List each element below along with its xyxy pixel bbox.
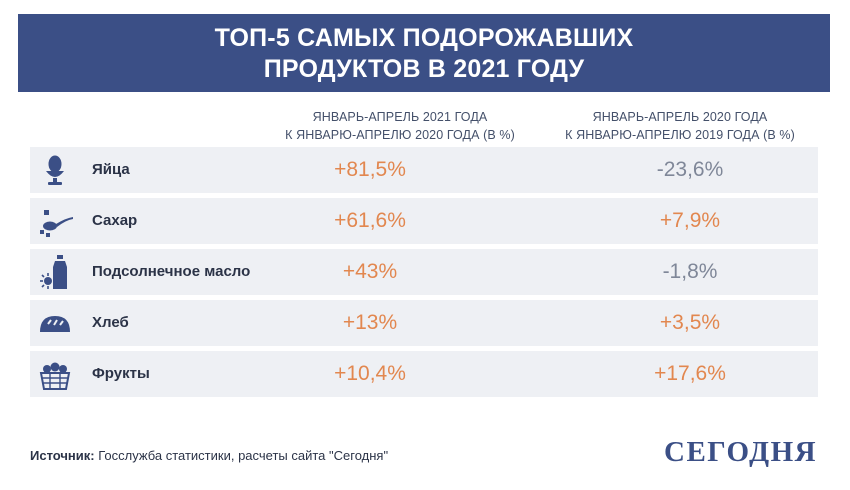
value-2021: +61,6% xyxy=(334,209,406,232)
value-2020: -1,8% xyxy=(662,260,718,283)
table-row-fruits: Фрукты +10,4% +17,6% xyxy=(30,351,818,397)
value-2021: +10,4% xyxy=(334,362,406,385)
sugar-spoon-icon xyxy=(40,210,73,237)
fruit-basket-icon xyxy=(39,362,71,390)
row-label: Фрукты xyxy=(92,365,150,382)
bread-icon xyxy=(40,316,70,332)
column-header-2020: ЯНВАРЬ-АПРЕЛЬ 2020 ГОДА К ЯНВАРЮ-АПРЕЛЮ … xyxy=(540,108,820,144)
column-header-2020-line-2: К ЯНВАРЮ-АПРЕЛЮ 2019 ГОДА (В %) xyxy=(565,128,795,142)
value-2020: -23,6% xyxy=(656,158,724,181)
column-header-2021-line-2: К ЯНВАРЮ-АПРЕЛЮ 2020 ГОДА (В %) xyxy=(285,128,515,142)
brand-logo: СЕГОДНЯ xyxy=(664,436,818,468)
table-row-sugar: Сахар +61,6% +7,9% xyxy=(30,198,818,244)
title-line-2: ПРОДУКТОВ В 2021 ГОДУ xyxy=(263,55,585,83)
page-title: ТОП-5 САМЫХ ПОДОРОЖАВШИХ ПРОДУКТОВ В 202… xyxy=(18,14,830,92)
value-2021: +43% xyxy=(342,260,398,283)
value-2020: +17,6% xyxy=(654,362,726,385)
row-label: Подсолнечное масло xyxy=(92,263,251,280)
value-2021: +81,5% xyxy=(334,158,406,181)
source-note: Источник: Госслужба статистики, расчеты … xyxy=(30,448,388,463)
column-header-2021: ЯНВАРЬ-АПРЕЛЬ 2021 ГОДА К ЯНВАРЮ-АПРЕЛЮ … xyxy=(270,108,530,144)
table-row-eggs: Яйца +81,5% -23,6% xyxy=(30,147,818,193)
price-table: Яйца +81,5% -23,6% Сахар +61,6% +7,9% xyxy=(30,147,818,402)
title-line-1: ТОП-5 САМЫХ ПОДОРОЖАВШИХ xyxy=(214,24,634,52)
table-row-sunflower-oil: Подсолнечное масло +43% -1,8% xyxy=(30,249,818,295)
value-2021: +13% xyxy=(342,311,398,334)
column-header-2020-line-1: ЯНВАРЬ-АПРЕЛЬ 2020 ГОДА xyxy=(592,110,768,124)
row-label: Хлеб xyxy=(92,314,129,331)
egg-icon xyxy=(46,155,64,185)
oil-bottle-icon xyxy=(40,255,67,289)
value-2020: +3,5% xyxy=(659,311,721,334)
column-header-2021-line-1: ЯНВАРЬ-АПРЕЛЬ 2021 ГОДА xyxy=(312,110,488,124)
value-2020: +7,9% xyxy=(659,209,721,232)
row-label: Сахар xyxy=(92,212,138,229)
source-prefix: Источник: xyxy=(30,448,95,463)
row-label: Яйца xyxy=(92,161,130,178)
table-row-bread: Хлеб +13% +3,5% xyxy=(30,300,818,346)
source-text: Госслужба статистики, расчеты сайта "Сег… xyxy=(98,448,389,463)
